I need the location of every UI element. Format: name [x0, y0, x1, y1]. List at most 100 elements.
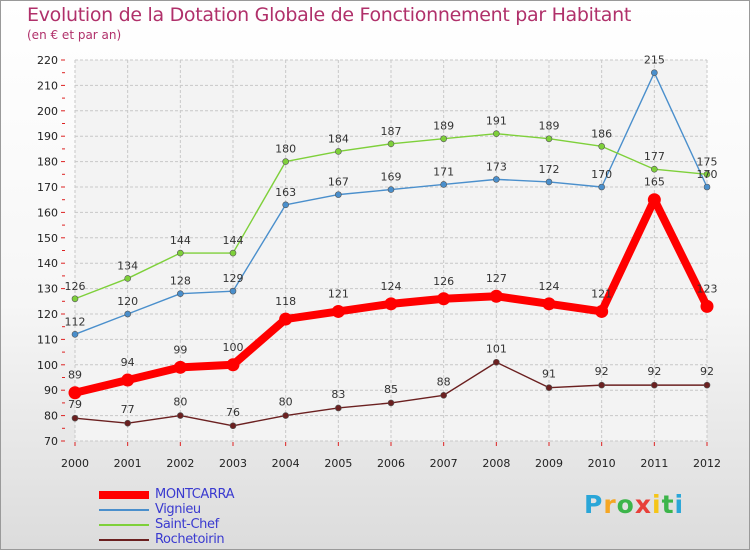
data-label-montcarra: 99 [173, 343, 187, 356]
data-label-rochetoirin: 80 [279, 396, 293, 409]
x-tick-label: 2012 [693, 457, 721, 470]
data-point-montcarra [437, 292, 451, 306]
legend-item-vignieu[interactable]: Vignieu [99, 502, 234, 517]
data-point-montcarra [226, 358, 240, 372]
y-tick-label: 90 [44, 384, 58, 397]
data-label-saint-chef: 187 [381, 125, 402, 138]
logo-letter: o [616, 490, 635, 519]
chart-title: Evolution de la Dotation Globale de Fonc… [27, 4, 632, 26]
x-tick-label: 2002 [166, 457, 194, 470]
data-label-rochetoirin: 77 [121, 403, 135, 416]
y-tick-label: 70 [44, 435, 58, 448]
data-point-saint-chef [493, 130, 500, 137]
data-point-montcarra [173, 360, 187, 374]
data-label-vignieu: 170 [591, 168, 612, 181]
y-tick-label: 140 [37, 257, 58, 270]
data-point-montcarra [331, 304, 345, 318]
data-label-rochetoirin: 92 [700, 365, 714, 378]
series-layer [68, 69, 714, 430]
data-point-saint-chef [229, 249, 237, 257]
data-label-montcarra: 121 [328, 287, 349, 300]
logo-letter: x [634, 490, 652, 519]
y-tick-label: 110 [37, 333, 58, 346]
data-label-rochetoirin: 85 [384, 383, 398, 396]
data-point-rochetoirin [651, 381, 658, 389]
data-label-vignieu: 120 [117, 295, 138, 308]
data-label-rochetoirin: 79 [68, 398, 82, 411]
legend-swatch-vignieu [99, 508, 149, 511]
data-label-montcarra: 126 [433, 275, 454, 288]
data-point-rochetoirin [124, 419, 131, 427]
legend-label-montcarra: MONTCARRA [155, 487, 235, 502]
data-label-saint-chef: 189 [433, 120, 454, 133]
data-point-vignieu [229, 287, 237, 295]
data-label-montcarra: 89 [68, 369, 82, 382]
data-point-saint-chef [440, 135, 447, 143]
data-label-saint-chef: 180 [275, 143, 296, 156]
x-tick-label: 2007 [430, 457, 458, 470]
legend-item-montcarra[interactable]: MONTCARRA [99, 487, 235, 502]
y-tick-label: 220 [37, 54, 58, 67]
data-point-rochetoirin [71, 414, 79, 422]
x-tick-label: 2000 [61, 457, 89, 470]
data-point-rochetoirin [177, 412, 184, 419]
logo-letter: i [652, 490, 662, 519]
y-tick-label: 150 [37, 232, 58, 245]
legend-label-vignieu: Vignieu [155, 502, 201, 517]
data-point-saint-chef [71, 295, 79, 303]
data-point-saint-chef [545, 135, 553, 143]
data-label-rochetoirin: 92 [647, 365, 661, 378]
proxiti-logo: Proxiti [584, 490, 684, 519]
data-label-saint-chef: 144 [170, 234, 191, 247]
y-tick-label: 180 [37, 156, 58, 169]
legend-swatch-rochetoirin [99, 538, 149, 541]
data-point-rochetoirin [440, 391, 447, 399]
data-label-saint-chef: 126 [65, 280, 86, 293]
data-label-saint-chef: 186 [591, 127, 612, 140]
data-point-rochetoirin [229, 422, 237, 430]
data-point-vignieu [124, 310, 131, 318]
data-point-montcarra [384, 297, 398, 311]
data-label-saint-chef: 134 [117, 259, 138, 272]
data-label-montcarra: 118 [275, 295, 296, 308]
data-label-rochetoirin: 92 [595, 365, 609, 378]
data-label-montcarra: 127 [486, 272, 507, 285]
y-tick-label: 100 [37, 359, 58, 372]
x-tick-label: 2010 [588, 457, 616, 470]
data-label-saint-chef: 189 [539, 120, 560, 133]
legend-item-rochetoirin[interactable]: Rochetoirin [99, 532, 234, 547]
data-point-montcarra [647, 193, 661, 207]
data-point-vignieu [651, 69, 658, 76]
data-point-rochetoirin [282, 412, 289, 419]
data-label-saint-chef: 175 [697, 155, 718, 168]
data-label-vignieu: 128 [170, 275, 191, 288]
y-tick-label: 80 [44, 410, 58, 423]
legend-swatch-saint-chef [99, 523, 149, 526]
data-label-vignieu: 171 [433, 165, 454, 178]
data-point-vignieu [282, 201, 289, 209]
data-label-vignieu: 215 [644, 54, 665, 67]
legend-label-rochetoirin: Rochetoirin [155, 532, 225, 547]
legend-item-saint-chef[interactable]: Saint-Chef [99, 517, 234, 532]
data-point-saint-chef [282, 158, 289, 165]
data-point-vignieu [71, 331, 79, 338]
y-tick-label: 170 [37, 181, 58, 194]
data-label-montcarra: 100 [223, 341, 244, 354]
y-tick-label: 130 [37, 283, 58, 296]
data-label-saint-chef: 191 [486, 115, 507, 128]
data-point-vignieu [335, 191, 342, 198]
data-label-rochetoirin: 91 [542, 368, 556, 381]
data-point-vignieu [598, 183, 605, 191]
logo-letter: i [674, 490, 685, 519]
data-label-saint-chef: 177 [644, 150, 665, 163]
data-point-montcarra [489, 289, 503, 303]
data-point-saint-chef [703, 171, 711, 178]
data-label-saint-chef: 184 [328, 132, 349, 145]
data-label-saint-chef: 144 [223, 234, 244, 247]
legend-swatch-montcarra [99, 490, 149, 499]
x-tick-label: 2001 [114, 457, 142, 470]
data-point-montcarra [121, 373, 135, 387]
data-point-montcarra [68, 386, 82, 400]
data-point-saint-chef [335, 148, 342, 155]
